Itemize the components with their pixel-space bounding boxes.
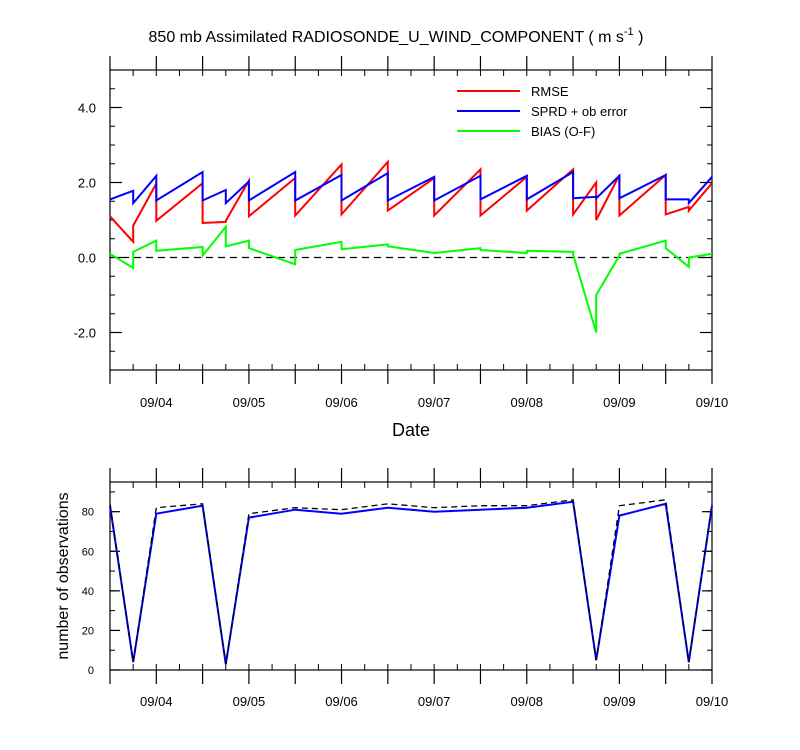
top-y-tick-label: 4.0 bbox=[78, 101, 96, 116]
bottom-panel: 09/04 09/05 09/06 09/07 09/08 09/09 09/10 0 20 40… bbox=[55, 468, 728, 709]
top-ticks: 09/04 09/05 09/06 09/07 09/08 09/09 09/10 -2.0 0… bbox=[74, 56, 729, 410]
legend-label-rmse: RMSE bbox=[531, 84, 569, 99]
legend-label-bias-o-f: BIAS (O-F) bbox=[531, 124, 595, 139]
obs-series-used bbox=[109, 500, 713, 665]
top-panel: 09/04 09/05 09/06 09/07 09/08 09/09 09/10 -2.0 0… bbox=[74, 56, 729, 440]
chart-title: 850 mb Assimilated RADIOSONDE_U_WIND_COM… bbox=[149, 26, 644, 46]
bottom-y-tick-label: 20 bbox=[82, 625, 94, 637]
bottom-y-tick-label: 80 bbox=[82, 507, 94, 519]
bottom-series bbox=[109, 499, 713, 665]
top-x-tick-label: 09/05 bbox=[233, 395, 266, 410]
top-x-tick-label: 09/06 bbox=[325, 395, 358, 410]
series-line-bias-o-f bbox=[109, 223, 713, 333]
bottom-x-tick-label: 09/10 bbox=[696, 694, 729, 709]
bottom-x-tick-label: 09/09 bbox=[603, 694, 636, 709]
top-y-tick-label: 2.0 bbox=[78, 176, 96, 191]
bottom-y-tick-label: 0 bbox=[88, 665, 94, 677]
bottom-x-tick-label: 09/04 bbox=[140, 694, 173, 709]
bottom-x-tick-label: 09/05 bbox=[233, 694, 266, 709]
bottom-y-tick-label: 40 bbox=[82, 586, 94, 598]
top-x-tick-label: 09/10 bbox=[696, 395, 729, 410]
bottom-x-tick-label: 09/07 bbox=[418, 694, 451, 709]
top-y-tick-label: 0.0 bbox=[78, 251, 96, 266]
top-x-tick-label: 09/09 bbox=[603, 395, 636, 410]
top-x-tick-label: 09/07 bbox=[418, 395, 451, 410]
obs-series-possible bbox=[109, 499, 713, 665]
bottom-y-tick-label: 60 bbox=[82, 546, 94, 558]
top-legend: RMSE SPRD + ob error BIAS (O-F) bbox=[457, 84, 628, 139]
legend-label-sprd-ob-error: SPRD + ob error bbox=[531, 104, 628, 119]
top-x-axis-label: Date bbox=[392, 420, 430, 440]
bottom-y-axis-label: number of observations bbox=[55, 492, 72, 659]
bottom-x-tick-label: 09/08 bbox=[510, 694, 543, 709]
top-y-tick-label: -2.0 bbox=[74, 326, 96, 341]
bottom-ticks: 09/04 09/05 09/06 09/07 09/08 09/09 09/10 0 20 40… bbox=[82, 468, 729, 709]
top-x-tick-label: 09/08 bbox=[510, 395, 543, 410]
bottom-x-tick-label: 09/06 bbox=[325, 694, 358, 709]
top-series bbox=[109, 159, 713, 333]
series-line-sprd-ob-error bbox=[109, 170, 713, 206]
top-x-tick-label: 09/04 bbox=[140, 395, 173, 410]
